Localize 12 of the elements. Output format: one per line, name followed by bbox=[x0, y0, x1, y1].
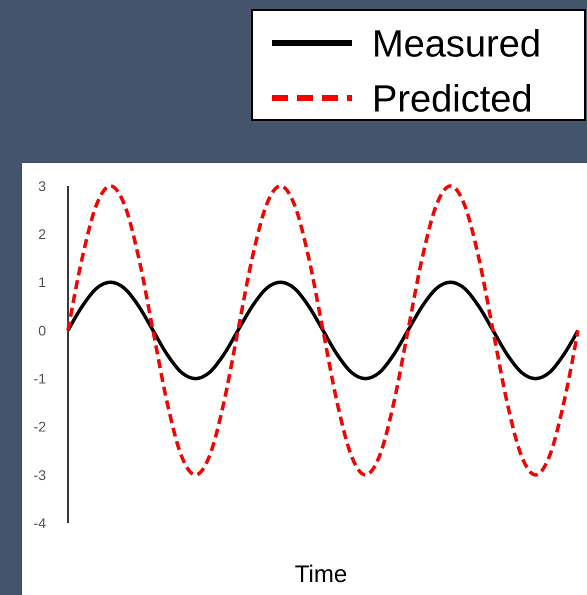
y-tick-label: -3 bbox=[34, 466, 46, 483]
y-tick-label: -2 bbox=[34, 418, 46, 435]
y-tick-label: 2 bbox=[38, 226, 46, 242]
legend-label: Predicted bbox=[372, 78, 533, 120]
legend-label: Measured bbox=[372, 23, 541, 66]
y-tick-label: 0 bbox=[38, 322, 46, 338]
y-tick-label: 1 bbox=[38, 274, 46, 290]
y-tick-label: 3 bbox=[38, 178, 46, 194]
y-tick-label: -1 bbox=[34, 370, 46, 386]
line-series bbox=[66, 184, 580, 477]
y-tick-label: -4 bbox=[34, 514, 46, 531]
x-axis-title: Time bbox=[294, 561, 348, 588]
